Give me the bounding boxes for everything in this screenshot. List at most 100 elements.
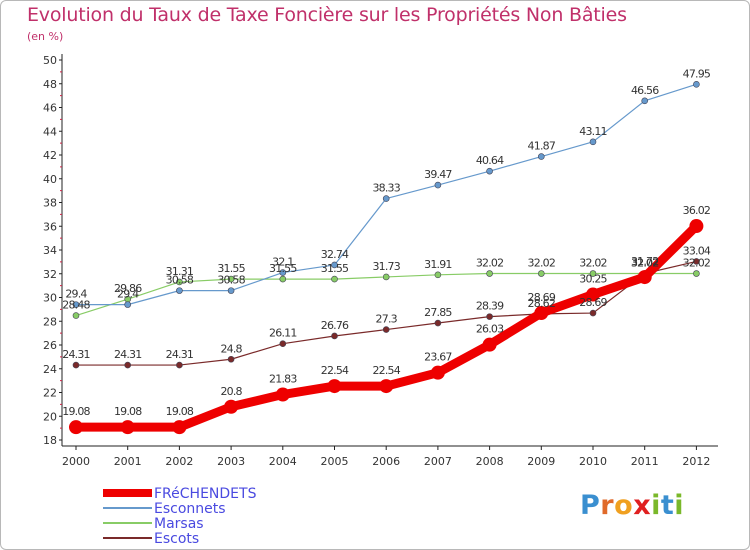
- data-label: 22.54: [372, 364, 400, 377]
- logo-letter: i: [674, 490, 685, 521]
- y-tick-label: 20: [43, 410, 57, 423]
- data-label: 24.8: [220, 342, 242, 355]
- data-point: [172, 420, 187, 435]
- y-tick-label: 44: [43, 125, 57, 138]
- data-point: [486, 167, 493, 175]
- data-point: [382, 326, 390, 333]
- data-label: 32.02: [631, 257, 659, 270]
- y-tick-label: 38: [43, 197, 57, 210]
- y-tick-label: 28: [43, 315, 57, 328]
- y-tick-label: 30: [43, 292, 57, 305]
- axes: 18 20 22 24 26 28 30 32 34 36 38 40 42 44 46 48 50 2000 20…: [43, 54, 718, 468]
- logo-letter: x: [633, 490, 652, 521]
- data-point: [279, 269, 287, 276]
- logo-letter: o: [614, 490, 634, 521]
- data-point: [279, 340, 287, 347]
- data-label: 40.64: [476, 154, 504, 167]
- logo-letter: t: [660, 490, 675, 521]
- data-point: [589, 309, 597, 317]
- data-point: [434, 271, 442, 279]
- data-label: 21.83: [269, 373, 297, 386]
- data-label: 30.58: [166, 274, 194, 287]
- data-label: 27.85: [424, 306, 452, 319]
- data-label: 36.02: [683, 204, 711, 217]
- y-tick-label: 22: [43, 387, 57, 400]
- data-label: 30.58: [217, 274, 245, 287]
- data-point: [641, 97, 649, 105]
- data-point: [534, 306, 549, 321]
- data-point: [537, 270, 545, 277]
- y-tick-label: 42: [43, 149, 57, 162]
- x-tick-label: 2003: [217, 455, 245, 468]
- data-point: [482, 337, 497, 352]
- logo-letter: P: [580, 490, 601, 521]
- data-label: 47.95: [683, 67, 711, 80]
- y-tick-label: 50: [43, 54, 57, 67]
- data-point: [434, 181, 442, 189]
- legend-label-0: FRéCHENDETS: [154, 486, 257, 502]
- data-label: 31.72: [631, 255, 659, 268]
- x-tick-label: 2005: [321, 455, 349, 468]
- data-point: [124, 361, 131, 369]
- data-point: [327, 379, 342, 394]
- data-label: 31.55: [321, 262, 349, 275]
- data-label: 32.02: [683, 257, 711, 270]
- data-label: 26.03: [476, 323, 504, 336]
- data-label: 22.54: [321, 364, 349, 377]
- data-point: [176, 278, 183, 286]
- chart-subtitle: (en %): [27, 30, 64, 43]
- x-tick-label: 2006: [372, 455, 400, 468]
- data-label: 19.08: [62, 405, 90, 418]
- x-tick-label: 2011: [631, 455, 659, 468]
- chart-title: Evolution du Taux de Taxe Foncière sur l…: [27, 4, 627, 26]
- data-label: 43.11: [579, 125, 607, 138]
- data-label: 29.4: [117, 288, 139, 301]
- data-point: [227, 275, 235, 283]
- data-point: [689, 219, 704, 234]
- data-point: [434, 319, 442, 327]
- data-point: [331, 332, 338, 340]
- data-point: [382, 195, 390, 202]
- data-point: [279, 275, 287, 283]
- data-point: [227, 355, 235, 363]
- data-label: 19.08: [114, 405, 142, 418]
- y-tick-label: 46: [43, 102, 57, 115]
- series-layer: [69, 81, 704, 435]
- y-tick-label: 24: [43, 363, 57, 376]
- data-point: [72, 312, 80, 319]
- data-label: 28.62: [528, 297, 556, 310]
- data-label: 28.39: [476, 300, 504, 313]
- y-tick-label: 34: [43, 244, 57, 257]
- y-tick-label: 18: [43, 434, 57, 447]
- data-label: 24.31: [62, 348, 90, 361]
- data-label: 24.31: [166, 348, 194, 361]
- legend-label-1: Esconnets: [154, 501, 226, 517]
- data-point: [382, 273, 390, 281]
- data-label: 38.33: [372, 182, 400, 195]
- logo-letter: r: [600, 490, 615, 521]
- data-label: 24.31: [114, 348, 142, 361]
- proxiti-logo: Proxiti: [580, 490, 684, 521]
- data-label: 27.3: [376, 313, 398, 326]
- data-point: [637, 270, 652, 285]
- y-tick-label: 26: [43, 339, 57, 352]
- data-point: [176, 287, 183, 294]
- x-tick-label: 2009: [527, 455, 555, 468]
- data-point: [586, 287, 600, 302]
- data-label: 19.08: [166, 405, 194, 418]
- data-label: 31.55: [269, 262, 297, 275]
- data-label: 26.11: [269, 327, 297, 340]
- data-label: 46.56: [631, 84, 659, 97]
- data-point: [589, 270, 597, 277]
- data-point: [72, 301, 80, 308]
- data-point: [486, 270, 493, 277]
- x-tick-label: 2004: [269, 455, 297, 468]
- data-label: 32.02: [631, 257, 659, 270]
- data-point: [224, 399, 239, 414]
- data-label: 31.91: [424, 258, 452, 271]
- x-tick-label: 2008: [476, 455, 504, 468]
- data-point: [120, 420, 135, 435]
- data-labels-layer: 24.31 24.31 24.31 24.8 26.11 26.76 27.3 27.85 28…: [62, 67, 711, 418]
